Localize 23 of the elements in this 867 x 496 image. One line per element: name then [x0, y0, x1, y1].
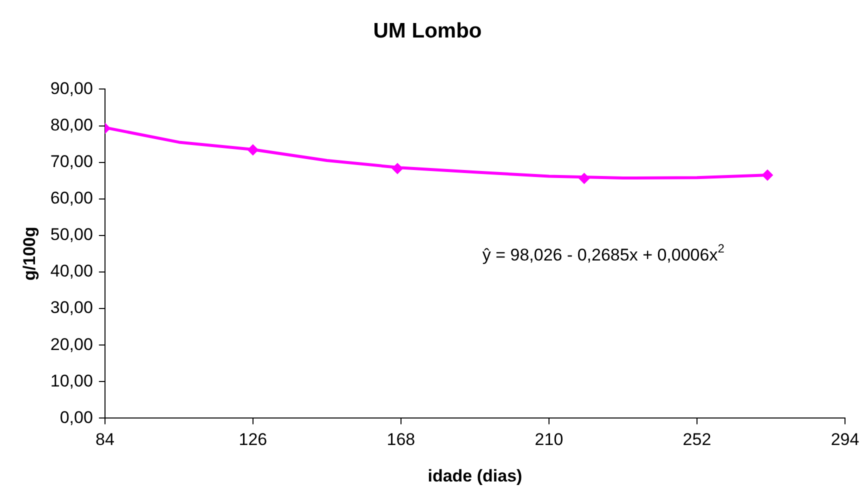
point: [247, 144, 258, 156]
point: [762, 170, 773, 181]
y-tick-label: 60,00: [50, 188, 93, 208]
y-tick-label: 0,00: [60, 408, 93, 427]
y-tick-label: 40,00: [50, 262, 93, 281]
x-tick-label: 294: [830, 430, 860, 450]
y-tick-label: 50,00: [50, 225, 93, 244]
y-tick-label: 70,00: [50, 152, 93, 171]
x-tick-label: 84: [95, 430, 114, 450]
x-tick-label: 168: [386, 430, 416, 450]
point: [392, 163, 403, 174]
x-tick-label: 126: [238, 430, 268, 450]
x-tick-label: 252: [682, 430, 712, 450]
y-tick-label: 10,00: [50, 371, 93, 390]
y-tick-label: 80,00: [50, 115, 93, 134]
y-tick-label: 20,00: [50, 334, 93, 354]
y-axis-title: g/100g: [20, 226, 39, 281]
point: [578, 172, 590, 184]
x-tick-label: 210: [534, 430, 564, 450]
y-tick-label: 30,00: [50, 298, 93, 318]
y-tick-label: 90,00: [50, 78, 93, 98]
x-axis-title: idade (dias): [428, 466, 522, 486]
chart-title: UM Lombo: [373, 19, 482, 42]
